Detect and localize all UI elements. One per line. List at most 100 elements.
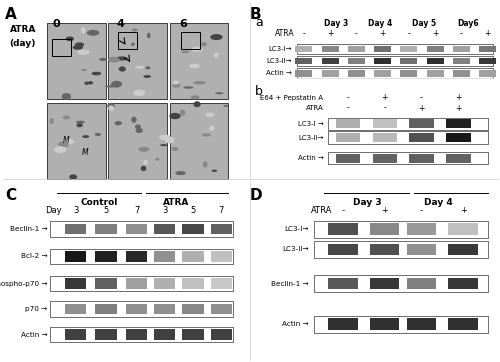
Text: ATRA: ATRA bbox=[274, 29, 294, 38]
Text: +: + bbox=[484, 29, 491, 38]
Ellipse shape bbox=[135, 66, 145, 69]
Ellipse shape bbox=[132, 117, 136, 123]
Ellipse shape bbox=[135, 125, 141, 129]
Bar bbox=[210, 329, 232, 340]
Text: -: - bbox=[384, 104, 386, 113]
Text: (day): (day) bbox=[10, 38, 36, 47]
Bar bbox=[50, 327, 233, 342]
Ellipse shape bbox=[86, 30, 100, 36]
Text: +: + bbox=[432, 29, 438, 38]
Ellipse shape bbox=[81, 69, 87, 71]
Text: +: + bbox=[382, 93, 388, 102]
Text: M: M bbox=[63, 136, 70, 145]
Bar bbox=[96, 329, 116, 340]
Bar bbox=[48, 103, 106, 179]
Ellipse shape bbox=[159, 135, 172, 140]
Bar bbox=[48, 23, 106, 99]
Bar bbox=[52, 38, 71, 56]
Text: Day 4: Day 4 bbox=[368, 20, 392, 28]
Bar bbox=[154, 329, 176, 340]
Text: a: a bbox=[255, 16, 262, 29]
Bar bbox=[210, 278, 232, 289]
Ellipse shape bbox=[111, 81, 122, 88]
Ellipse shape bbox=[209, 126, 214, 131]
Text: LC3-I →: LC3-I → bbox=[298, 121, 324, 127]
Text: Day 4: Day 4 bbox=[424, 198, 453, 207]
Text: D: D bbox=[250, 188, 262, 203]
Text: +: + bbox=[455, 104, 462, 113]
Ellipse shape bbox=[70, 174, 77, 180]
Text: Day 3: Day 3 bbox=[324, 20, 348, 28]
Text: 0: 0 bbox=[53, 20, 60, 29]
Bar bbox=[328, 278, 358, 290]
Bar bbox=[370, 244, 400, 256]
Ellipse shape bbox=[54, 146, 66, 153]
Text: 7: 7 bbox=[218, 206, 224, 215]
Bar bbox=[50, 249, 233, 264]
Bar bbox=[322, 58, 338, 64]
Bar bbox=[296, 44, 492, 54]
Text: +: + bbox=[455, 93, 462, 102]
Text: -: - bbox=[346, 93, 350, 102]
Text: B: B bbox=[250, 7, 262, 22]
Text: E64 + Pepstatin A: E64 + Pepstatin A bbox=[260, 94, 324, 101]
Ellipse shape bbox=[72, 45, 83, 50]
Ellipse shape bbox=[147, 33, 150, 38]
Text: Bcl-2 →: Bcl-2 → bbox=[20, 253, 48, 259]
Bar bbox=[96, 224, 116, 235]
Ellipse shape bbox=[172, 80, 179, 85]
Bar bbox=[400, 46, 417, 52]
Bar bbox=[328, 223, 358, 235]
Ellipse shape bbox=[194, 101, 200, 107]
Text: Phospho-p70 →: Phospho-p70 → bbox=[0, 281, 48, 286]
Bar bbox=[182, 224, 204, 235]
Bar bbox=[479, 58, 496, 64]
Bar bbox=[154, 278, 176, 289]
Ellipse shape bbox=[214, 52, 218, 58]
Bar bbox=[370, 278, 400, 290]
Text: LC3-I→: LC3-I→ bbox=[284, 226, 309, 232]
Text: Actin →: Actin → bbox=[282, 321, 309, 327]
Bar bbox=[126, 304, 147, 315]
Bar bbox=[453, 70, 470, 77]
Bar bbox=[374, 46, 391, 52]
Ellipse shape bbox=[215, 92, 224, 94]
Ellipse shape bbox=[203, 161, 207, 168]
Ellipse shape bbox=[118, 66, 126, 72]
Ellipse shape bbox=[62, 139, 74, 144]
Ellipse shape bbox=[131, 43, 134, 46]
Bar bbox=[374, 70, 391, 77]
Text: 6: 6 bbox=[180, 20, 188, 29]
Ellipse shape bbox=[116, 56, 128, 60]
Text: p70 →: p70 → bbox=[25, 306, 48, 312]
Text: LC3-II→: LC3-II→ bbox=[298, 135, 324, 140]
Bar bbox=[314, 316, 488, 333]
Bar bbox=[65, 304, 86, 315]
Ellipse shape bbox=[88, 81, 93, 84]
Bar bbox=[409, 119, 434, 128]
Bar bbox=[182, 278, 204, 289]
Bar bbox=[370, 223, 400, 235]
Ellipse shape bbox=[50, 118, 54, 124]
Bar bbox=[170, 103, 228, 179]
Bar bbox=[314, 220, 488, 237]
Text: Day6: Day6 bbox=[457, 20, 479, 28]
Bar bbox=[108, 23, 167, 99]
Bar bbox=[336, 133, 360, 142]
Ellipse shape bbox=[176, 171, 186, 175]
Bar bbox=[426, 58, 444, 64]
Text: +: + bbox=[460, 206, 466, 215]
Text: 3: 3 bbox=[162, 206, 168, 215]
Bar bbox=[50, 302, 233, 317]
Bar bbox=[336, 154, 360, 163]
Bar bbox=[372, 154, 397, 163]
Bar bbox=[328, 244, 358, 256]
Bar bbox=[348, 58, 365, 64]
Ellipse shape bbox=[180, 109, 186, 116]
Ellipse shape bbox=[133, 90, 145, 96]
Bar bbox=[65, 251, 86, 262]
Ellipse shape bbox=[138, 147, 149, 152]
Text: Beclin-1 →: Beclin-1 → bbox=[271, 281, 309, 286]
Bar bbox=[154, 251, 176, 262]
Text: LC3-II→: LC3-II→ bbox=[266, 58, 291, 64]
